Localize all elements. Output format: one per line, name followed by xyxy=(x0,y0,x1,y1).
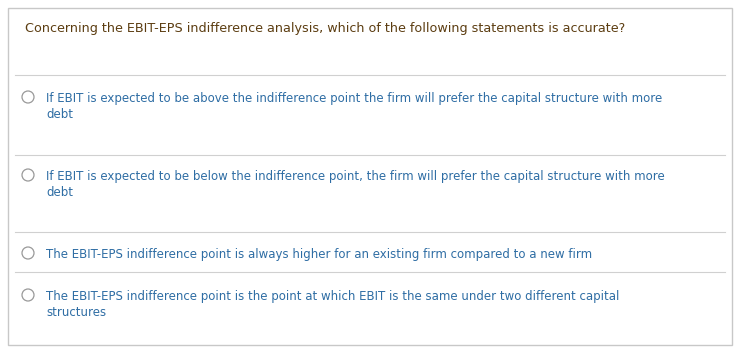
Text: Concerning the EBIT-EPS indifference analysis, which of the following statements: Concerning the EBIT-EPS indifference ana… xyxy=(25,22,625,35)
Text: If EBIT is expected to be below the indifference point, the firm will prefer the: If EBIT is expected to be below the indi… xyxy=(46,170,665,183)
Text: debt: debt xyxy=(46,108,73,121)
Text: If EBIT is expected to be above the indifference point the firm will prefer the : If EBIT is expected to be above the indi… xyxy=(46,92,662,105)
Text: debt: debt xyxy=(46,186,73,199)
Text: The EBIT-EPS indifference point is the point at which EBIT is the same under two: The EBIT-EPS indifference point is the p… xyxy=(46,290,619,303)
Text: The EBIT-EPS indifference point is always higher for an existing firm compared t: The EBIT-EPS indifference point is alway… xyxy=(46,248,592,261)
Text: structures: structures xyxy=(46,306,106,319)
